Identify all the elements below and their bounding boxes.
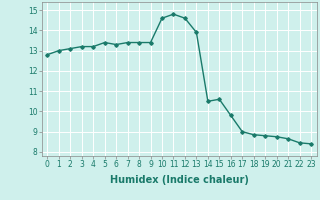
X-axis label: Humidex (Indice chaleur): Humidex (Indice chaleur) [110,175,249,185]
